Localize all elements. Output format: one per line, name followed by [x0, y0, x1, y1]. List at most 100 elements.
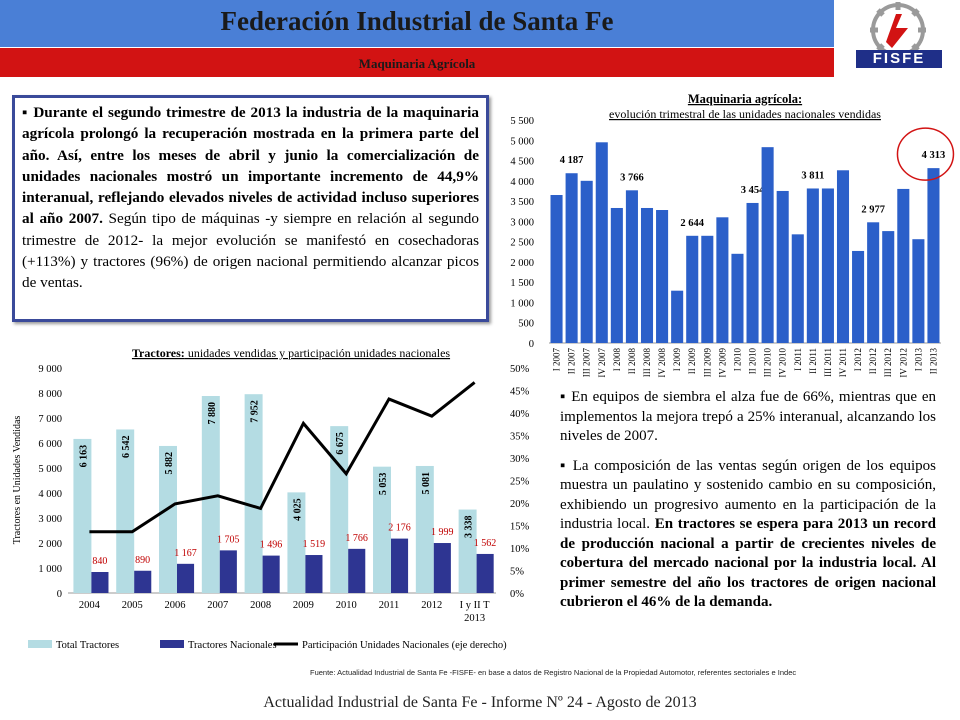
chart2-bar-total [287, 492, 306, 593]
chart2-y2tick-label: 15% [510, 522, 530, 533]
chart1-ytick-label: 2 000 [510, 258, 534, 269]
chart1-xtick-label: I 2009 [672, 348, 682, 372]
chart1-ytick-label: 2 500 [510, 238, 534, 249]
legend-label-nacional: Tractores Nacionales [188, 640, 277, 651]
chart2-xtick-label: 2007 [207, 600, 228, 611]
chart1-bar [701, 235, 714, 343]
chart1-xtick-label: II 2007 [567, 348, 577, 375]
maquinaria-chart: Maquinaria agrícola:evolución trimestral… [510, 92, 955, 378]
chart1-data-label: 4 313 [922, 150, 946, 161]
chart1-bar [912, 239, 925, 343]
chart1-bar [852, 250, 865, 343]
chart1-xtick-label: IV 2009 [717, 348, 727, 378]
chart2-y2tick-label: 0% [510, 589, 524, 600]
logo-text: FISFE [856, 50, 942, 68]
chart2-total-label: 4 025 [292, 498, 303, 521]
chart2-ytick-label: 4 000 [38, 489, 62, 500]
chart2-total-label: 7 880 [207, 402, 218, 425]
legend-swatch-nacional [160, 640, 184, 648]
chart1-xtick-label: I 2012 [853, 348, 863, 371]
chart1-xtick-label: I 2007 [552, 348, 562, 372]
chart2-title: Tractores: unidades vendidas y participa… [132, 346, 450, 360]
chart2-ytick-label: 5 000 [38, 464, 62, 475]
chart2-bar-nacional [91, 572, 109, 593]
chart2-total-label: 6 163 [78, 445, 89, 468]
chart1-data-label: 3 766 [620, 172, 644, 183]
intro-bold-text: Durante el segundo trimestre de 2013 la … [22, 104, 479, 228]
chart2-bar-nacional [433, 543, 451, 593]
bullet-text-1: En equipos de siembra el alza fue de 66%… [560, 389, 936, 444]
chart2-xtick-label: 2008 [250, 600, 271, 611]
chart1-ytick-label: 500 [518, 319, 534, 330]
chart1-xtick-label: IV 2008 [657, 348, 667, 378]
chart2-xtick-label: 2004 [79, 600, 101, 611]
chart1-bar [550, 195, 563, 343]
chart1-data-label: 3 454 [741, 185, 765, 196]
chart1-data-label: 2 977 [861, 204, 885, 215]
chart1-xtick-label: I 2008 [612, 348, 622, 372]
chart2-nacional-label: 890 [135, 555, 150, 566]
chart1-bar [806, 188, 819, 343]
chart2-nacional-label: 1 562 [474, 538, 497, 549]
chart1-ytick-label: 5 000 [510, 136, 534, 147]
tractores-chart: Tractores: unidades vendidas y participa… [12, 346, 530, 651]
chart2-ytick-label: 3 000 [38, 514, 62, 525]
chart1-ytick-label: 4 000 [510, 177, 534, 188]
legend-swatch-total [28, 640, 52, 648]
chart1-bar [867, 222, 880, 343]
chart2-xtick-label: I y II T [460, 600, 490, 611]
chart2-ytick-label: 0 [57, 589, 62, 600]
chart1-bar [731, 253, 744, 343]
chart1-bar [686, 235, 699, 343]
chart2-xtick-label: 2013 [464, 613, 485, 624]
chart1-xtick-label: III 2008 [642, 348, 652, 378]
chart1-bar [761, 147, 774, 343]
chart2-bar-nacional [391, 538, 409, 593]
chart1-xtick-label: II 2012 [868, 348, 878, 374]
chart2-y2tick-label: 5% [510, 567, 524, 578]
chart1-data-label: 3 811 [801, 170, 824, 181]
chart1-xtick-label: IV 2012 [898, 348, 908, 378]
chart2-bar-total [458, 509, 477, 593]
bullet-paragraph-1: ▪ En equipos de siembra el alza fue de 6… [560, 389, 936, 444]
chart2-xtick-label: 2011 [379, 600, 400, 611]
chart2-bar-total [116, 429, 135, 593]
chart2-y2tick-label: 35% [510, 432, 530, 443]
chart1-bar [746, 202, 759, 343]
chart2-xtick-label: 2006 [165, 600, 186, 611]
chart2-bar-total [330, 426, 349, 593]
chart2-nacional-label: 1 519 [303, 539, 326, 550]
chart1-xtick-label: III 2009 [702, 348, 712, 378]
header-bar [0, 0, 834, 47]
chart1-bar [791, 234, 804, 343]
chart1-bar [656, 210, 669, 343]
chart2-nacional-label: 1 999 [431, 527, 454, 538]
chart1-ytick-label: 3 000 [510, 217, 534, 228]
chart2-bar-total [159, 445, 177, 593]
chart2-title-rest: unidades vendidas y participación unidad… [185, 346, 451, 360]
chart2-bar-nacional [177, 563, 195, 593]
chart1-data-label: 2 644 [680, 218, 704, 229]
chart2-ytick-label: 1 000 [38, 564, 62, 575]
chart1-ytick-label: 0 [529, 339, 534, 350]
chart2-total-label: 6 675 [335, 432, 346, 455]
chart2-ylabel: Tractores en Unidades Vendidas [12, 416, 23, 545]
chart2-bar-nacional [305, 555, 323, 593]
chart1-xtick-label: I 2013 [913, 348, 923, 372]
chart2-bar-nacional [476, 553, 494, 593]
chart1-xtick-label: III 2010 [763, 348, 773, 378]
chart1-ytick-label: 4 500 [510, 157, 534, 168]
bullet-paragraph-2: ▪ La composición de las ventas según ori… [560, 457, 936, 611]
chart1-xtick-label: II 2008 [627, 348, 637, 375]
chart1-xtick-label: III 2012 [883, 348, 893, 377]
chart1-bar [595, 142, 608, 343]
chart2-nacional-label: 2 176 [388, 523, 411, 534]
chart2-y2tick-label: 45% [510, 387, 530, 398]
chart1-xtick-label: IV 2007 [597, 348, 607, 378]
chart2-ytick-label: 2 000 [38, 539, 62, 550]
chart2-ytick-label: 8 000 [38, 389, 62, 400]
chart1-xtick-label: IV 2010 [778, 348, 788, 378]
chart1-xtick-label: II 2011 [808, 348, 818, 374]
chart2-participation-line [89, 381, 476, 534]
chart2-bar-nacional [134, 570, 152, 593]
